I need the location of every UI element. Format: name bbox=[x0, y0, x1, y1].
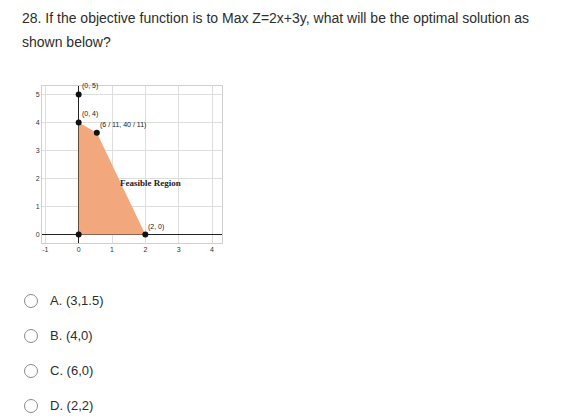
html-text:28. If the objective function: 28. If the objective function is to Max … bbox=[22, 10, 530, 26]
html-text:shown below?: shown below? bbox=[22, 34, 111, 50]
html-text:B. (4,0): B. (4,0) bbox=[50, 328, 93, 343]
svg-text:3: 3 bbox=[177, 246, 181, 253]
svg-text:0: 0 bbox=[77, 246, 81, 253]
svg-text:2: 2 bbox=[36, 175, 40, 182]
html-text:C. (6,0): C. (6,0) bbox=[50, 363, 94, 378]
svg-text:(6 / 11, 40 / 11): (6 / 11, 40 / 11) bbox=[100, 121, 146, 129]
svg-text:1: 1 bbox=[36, 203, 40, 210]
svg-text:4: 4 bbox=[36, 119, 40, 126]
svg-text:-1: -1 bbox=[42, 246, 48, 253]
html-text:D. (2,2): D. (2,2) bbox=[50, 398, 94, 413]
svg-text:5: 5 bbox=[36, 91, 40, 98]
svg-text:3: 3 bbox=[36, 147, 40, 154]
svg-text:1: 1 bbox=[110, 246, 114, 253]
svg-text:2: 2 bbox=[143, 246, 147, 253]
svg-text:(2, 0): (2, 0) bbox=[148, 223, 164, 231]
svg-text:4: 4 bbox=[210, 246, 214, 253]
html-text:A. (3,1.5): A. (3,1.5) bbox=[50, 293, 104, 308]
svg-text:0: 0 bbox=[36, 231, 40, 238]
svg-text:(0, 4): (0, 4) bbox=[82, 110, 98, 118]
svg-text:(0, 5): (0, 5) bbox=[82, 82, 98, 90]
svg-text:Feasible Region: Feasible Region bbox=[120, 178, 181, 188]
